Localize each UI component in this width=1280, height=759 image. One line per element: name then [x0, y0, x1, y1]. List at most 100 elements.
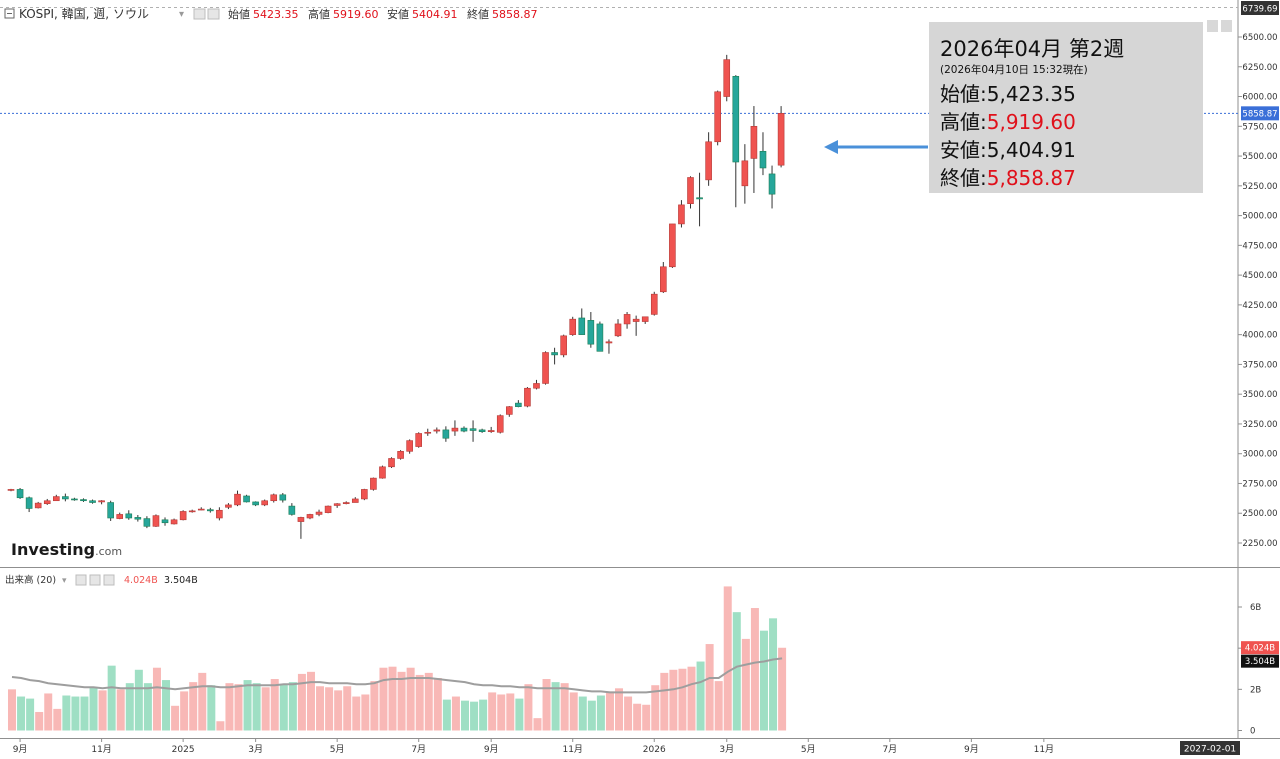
x-end-label: 2027-02-01	[1180, 741, 1240, 755]
volume-bar	[759, 630, 768, 731]
candle-body	[451, 427, 459, 432]
volume-bar	[316, 686, 325, 731]
candle-body	[351, 498, 359, 503]
volume-bar	[442, 699, 451, 731]
candle-body	[433, 429, 441, 432]
volume-bar	[642, 704, 651, 731]
candle-body	[324, 505, 332, 513]
volume-bar	[533, 718, 542, 731]
eye-icon[interactable]	[193, 8, 206, 20]
price-tick-label: 6250.00	[1242, 63, 1277, 73]
volume-bar	[288, 682, 297, 731]
candle-body	[705, 141, 712, 181]
info-row: 安値:5,404.91	[940, 138, 1076, 162]
candle-body	[442, 429, 450, 439]
volume-bar	[270, 679, 279, 731]
candle-body	[161, 519, 169, 524]
volume-bar	[506, 693, 515, 731]
price-tick-label: 4750.00	[1242, 241, 1277, 251]
candle-body	[7, 489, 15, 491]
candle-body	[678, 204, 685, 225]
volume-bar	[451, 696, 460, 731]
time-tick-label: 7月	[411, 744, 426, 755]
volume-bar	[605, 691, 614, 731]
candle-body	[650, 293, 658, 315]
candle-body	[225, 504, 232, 508]
volume-value-1: 4.024B	[124, 575, 158, 586]
price-tick-label: 5750.00	[1242, 122, 1277, 132]
investing-logo: Investing.com	[11, 540, 122, 559]
chevron-down-icon[interactable]: ▾	[62, 576, 67, 586]
symbol-label[interactable]: KOSPI, 韓国, 週, ソウル	[19, 7, 149, 21]
candle-body	[116, 514, 124, 519]
ohlc-low-label: 安値	[387, 7, 409, 21]
volume-bar	[397, 671, 406, 731]
volume-bar	[279, 684, 288, 731]
candle-body	[62, 496, 69, 500]
candle-body	[660, 266, 667, 293]
candle-body	[551, 352, 558, 356]
volume-bar	[234, 684, 243, 731]
volume-bar	[107, 665, 116, 731]
candle-body	[524, 387, 531, 407]
volume-bar	[325, 687, 334, 731]
candle-body	[415, 433, 423, 447]
info-box: 2026年04月 第2週 (2026年04月10日 15:32現在) 始値:5,…	[929, 22, 1203, 193]
settings-icon[interactable]	[207, 8, 220, 20]
volume-bar	[343, 686, 352, 731]
close-icon[interactable]	[103, 574, 115, 586]
volume-bar	[134, 669, 143, 731]
settings-icon[interactable]	[89, 574, 101, 586]
candles	[7, 54, 785, 539]
volume-bar	[596, 695, 605, 731]
minus-box-icon[interactable]	[4, 8, 15, 19]
candle-body	[596, 323, 604, 352]
time-tick-label: 3月	[248, 744, 263, 755]
last-volume-text: 4.024B	[1245, 644, 1275, 654]
volume-bar	[488, 692, 497, 731]
volume-bar	[524, 684, 533, 731]
candle-body	[288, 505, 296, 515]
info-row-label: 安値:	[940, 138, 987, 162]
candle-body	[669, 223, 676, 268]
candle-body	[759, 150, 767, 169]
volume-bar	[424, 672, 433, 731]
volume-bar	[587, 700, 596, 731]
pane-up-icon[interactable]	[1207, 20, 1218, 32]
candle-body	[89, 500, 96, 503]
ohlc-low-value: 5404.91	[412, 8, 458, 21]
price-axis-panel	[1238, 0, 1280, 755]
candle-body	[723, 59, 731, 97]
ohlc-high-label: 高値	[308, 7, 330, 21]
candle-body	[496, 415, 504, 433]
ohlc-open-value: 5423.35	[253, 8, 299, 21]
volume-bar	[370, 681, 379, 731]
volume-bar	[624, 696, 633, 731]
pane-maximize-icon[interactable]	[1221, 20, 1232, 32]
arrow-pointer	[824, 140, 928, 154]
volume-bar	[225, 683, 234, 731]
chevron-down-icon[interactable]: ▾	[179, 9, 184, 20]
volume-bar	[53, 708, 62, 731]
candle-body	[469, 428, 477, 431]
volume-bar	[669, 669, 678, 731]
price-tick-label: 4250.00	[1242, 301, 1277, 311]
volume-bar	[62, 695, 71, 731]
volume-tick-label: 6B	[1250, 603, 1261, 613]
candle-body	[270, 494, 278, 502]
candle-body	[515, 402, 522, 407]
volume-bar	[252, 683, 261, 731]
volume-bar	[198, 672, 207, 731]
candle-body	[170, 519, 178, 525]
candle-body	[460, 427, 468, 432]
volume-bar	[569, 692, 578, 731]
candle-body	[768, 173, 776, 195]
last-price-label: 5858.87	[1241, 106, 1279, 121]
info-row: 始値:5,423.35	[940, 82, 1076, 106]
candle-body	[732, 75, 740, 163]
volume-bar	[415, 674, 424, 731]
eye-icon[interactable]	[75, 574, 87, 586]
time-tick-label: 9月	[964, 744, 979, 755]
